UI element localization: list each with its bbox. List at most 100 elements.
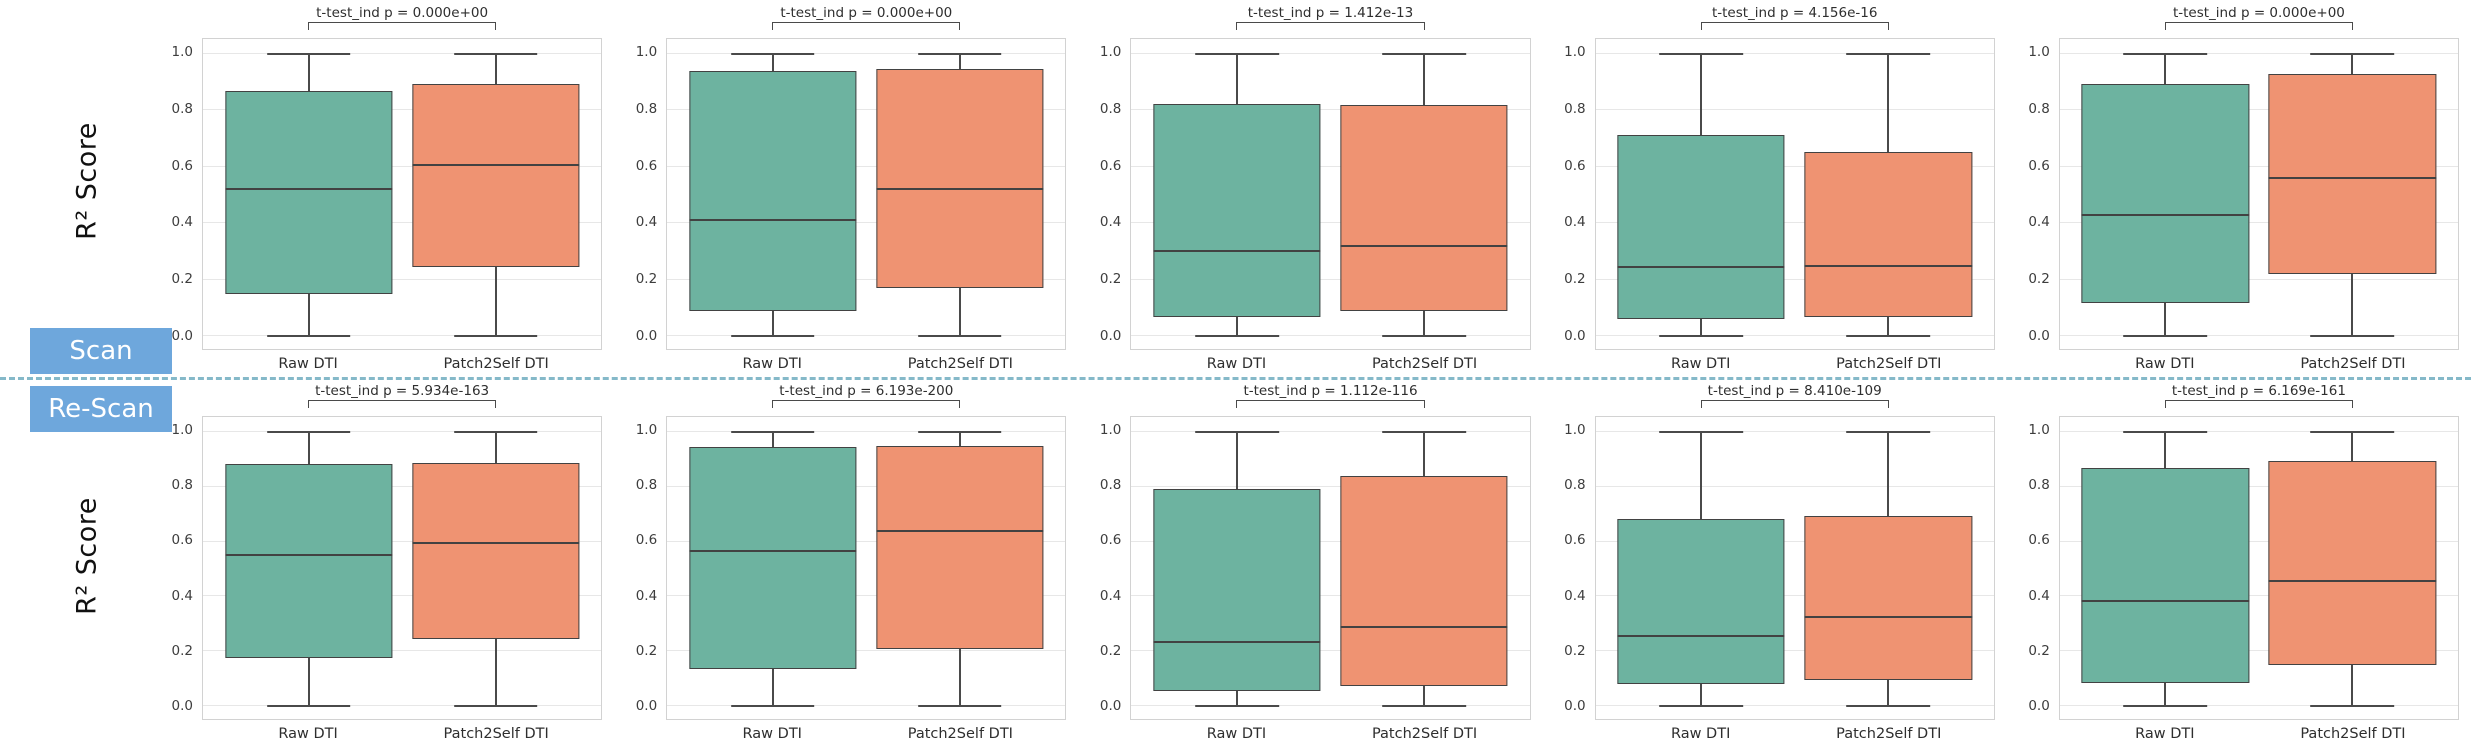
- gridline: [2059, 485, 2459, 487]
- upper-whisker-cap: [730, 431, 815, 433]
- significance-bracket: [2164, 22, 2353, 30]
- row-divider-dashed-line: [0, 377, 2471, 380]
- y-axis-tick: 0.2: [1564, 271, 1586, 288]
- median-line: [876, 188, 1044, 191]
- x-axis-tick-patch2self-dti: Patch2Self DTI: [1371, 356, 1478, 372]
- upper-whisker-cap: [2123, 53, 2208, 55]
- significance-bracket: [2164, 400, 2353, 408]
- upper-whisker: [958, 53, 961, 69]
- y-axis-tick: 1.0: [1099, 44, 1122, 60]
- gridline: [1595, 222, 1994, 224]
- gridline: [1131, 705, 1530, 706]
- gridline: [2059, 595, 2459, 597]
- gridline: [1131, 278, 1530, 280]
- gridline: [203, 165, 602, 167]
- subplot-title: t-test_ind p = 6.169e-161: [2171, 383, 2346, 399]
- lower-whisker: [958, 288, 961, 335]
- lower-whisker: [494, 267, 497, 335]
- plot-area: [1594, 38, 1995, 350]
- gridline: [667, 485, 1066, 487]
- subplot-title: t-test_ind p = 8.410e-109: [1707, 383, 1882, 399]
- subplot-title-block: t-test_ind p = 1.412e-13: [1130, 6, 1530, 38]
- upper-whisker: [771, 53, 774, 72]
- gridline: [667, 109, 1066, 111]
- significance-bracket: [772, 400, 961, 408]
- y-axis-tick: 0.2: [1564, 642, 1586, 659]
- gridline: [2059, 53, 2459, 54]
- median-line: [1153, 640, 1321, 643]
- y-axis-tick: 0.4: [635, 214, 658, 231]
- significance-bracket: [1700, 400, 1889, 408]
- lower-whisker: [307, 294, 310, 335]
- upper-whisker-cap: [1846, 53, 1931, 55]
- gridline: [1595, 650, 1994, 652]
- lower-whisker-cap: [730, 335, 815, 337]
- gridline: [2059, 705, 2459, 706]
- upper-whisker: [1887, 53, 1890, 152]
- y-axis-ticks: 0.0 0.2 0.4 0.6 0.8 1.0: [150, 416, 202, 720]
- subplot: t-test_ind p = 8.410e-109 0.0 0.2 0.4 0.6 0.8…: [1543, 378, 2007, 748]
- y-axis-ticks: 0.0 0.2 0.4 0.6 0.8 1.0: [614, 416, 666, 720]
- upper-whisker: [2164, 431, 2167, 468]
- y-axis-tick: 0.6: [635, 157, 658, 174]
- lower-whisker-cap: [2123, 705, 2208, 707]
- x-axis-ticks: Raw DTI Patch2Self DTI: [202, 720, 602, 748]
- gridline: [1131, 650, 1530, 652]
- subplot-title-block: t-test_ind p = 4.156e-16: [1595, 6, 1995, 38]
- box-patch2self-dti: [876, 446, 1044, 649]
- y-axis-label-scan: R² Score: [71, 122, 103, 241]
- x-axis-tick-patch2self-dti: Patch2Self DTI: [2300, 726, 2406, 742]
- y-axis-tick: 0.6: [1564, 532, 1586, 549]
- y-axis-ticks: 0.0 0.2 0.4 0.6 0.8 1.0: [150, 38, 202, 350]
- median-line: [224, 188, 393, 191]
- gridline: [667, 165, 1066, 167]
- y-axis-tick: 0.6: [2028, 157, 2050, 174]
- y-axis-tick: 0.2: [635, 271, 658, 288]
- x-axis-tick-raw-dti: Raw DTI: [1670, 356, 1731, 372]
- upper-whisker: [1423, 53, 1426, 106]
- lower-whisker: [771, 669, 774, 705]
- subplot-body: 0.0 0.2 0.4 0.6 0.8 1.0: [614, 416, 1078, 720]
- median-line: [2081, 213, 2249, 216]
- y-axis-tick: 0.0: [171, 698, 193, 714]
- gridline: [667, 222, 1066, 224]
- upper-whisker-cap: [266, 431, 351, 433]
- gridline: [1595, 53, 1994, 54]
- subplot-body: 0.0 0.2 0.4 0.6 0.8 1.0: [614, 38, 1078, 350]
- y-axis-ticks: 0.0 0.2 0.4 0.6 0.8 1.0: [1543, 38, 1595, 350]
- upper-whisker: [1700, 431, 1703, 519]
- subplot-title-block: t-test_ind p = 6.193e-200: [666, 384, 1066, 416]
- upper-whisker-cap: [1382, 53, 1466, 55]
- gridline: [2059, 540, 2459, 542]
- y-axis-tick: 0.4: [1099, 214, 1122, 231]
- lower-whisker-cap: [453, 705, 538, 707]
- gridline: [667, 53, 1066, 54]
- box-raw-dti: [1617, 518, 1785, 685]
- plot-area: [666, 416, 1067, 720]
- lower-whisker: [2351, 665, 2354, 705]
- median-line: [1617, 635, 1785, 638]
- gridline: [1131, 165, 1530, 167]
- median-line: [224, 554, 393, 557]
- upper-whisker: [1887, 431, 1890, 516]
- y-axis-tick: 0.0: [1564, 328, 1586, 344]
- x-axis-ticks: Raw DTI Patch2Self DTI: [2059, 720, 2459, 748]
- y-axis-tick: 0.6: [171, 532, 193, 549]
- upper-whisker-cap: [1382, 431, 1466, 433]
- gridline: [1595, 705, 1994, 706]
- box-patch2self-dti: [1804, 515, 1972, 681]
- y-axis-tick: 1.0: [635, 44, 658, 60]
- x-axis-ticks: Raw DTI Patch2Self DTI: [1595, 720, 1995, 748]
- gridline: [667, 705, 1066, 706]
- box-raw-dti: [1153, 103, 1321, 317]
- gridline: [667, 595, 1066, 597]
- y-axis-tick: 0.8: [1564, 477, 1586, 494]
- gridline: [2059, 109, 2459, 111]
- box-raw-dti: [689, 71, 857, 312]
- y-axis-tick: 0.2: [2028, 642, 2050, 659]
- subplot-title: t-test_ind p = 0.000e+00: [780, 5, 953, 21]
- x-axis-tick-raw-dti: Raw DTI: [1206, 726, 1267, 742]
- lower-whisker: [2164, 302, 2167, 335]
- x-axis-tick-patch2self-dti: Patch2Self DTI: [1836, 726, 1942, 742]
- subplot-title: t-test_ind p = 1.412e-13: [1247, 5, 1414, 21]
